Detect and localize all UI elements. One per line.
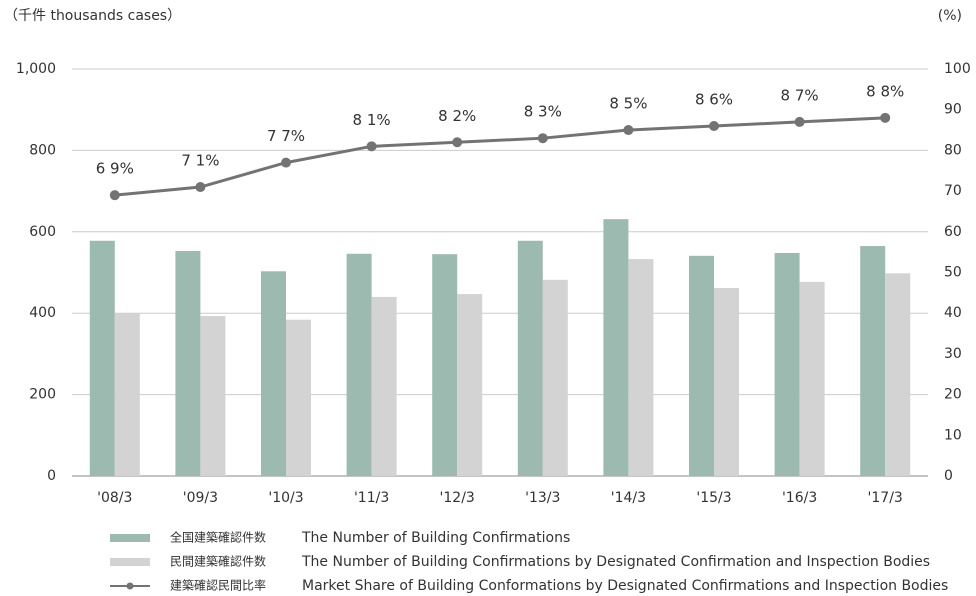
line-point — [794, 116, 805, 127]
data-label: 8 8% — [866, 82, 904, 100]
line-point — [366, 141, 377, 152]
y-tick-label: 200 — [29, 387, 56, 403]
bar — [89, 240, 115, 476]
y2-tick-label: 80 — [944, 142, 962, 158]
line-point — [709, 120, 719, 131]
line — [114, 116, 886, 197]
y2-tick-label: 90 — [944, 102, 962, 118]
y-tick-label: 0 — [47, 468, 56, 484]
bar — [714, 287, 739, 476]
line-point — [880, 112, 891, 123]
legend-label: 建築確認民間比率 — [170, 578, 266, 593]
legend-description: The Number of Building Confirmations by … — [301, 554, 930, 570]
bar — [517, 240, 543, 476]
bar — [175, 250, 201, 476]
legend-label: 全国建築確認件数 — [170, 530, 266, 545]
bar — [885, 273, 911, 476]
line-point — [623, 125, 634, 136]
y2-tick-label: 10 — [944, 427, 962, 443]
bar — [346, 253, 372, 476]
legend-swatch — [110, 558, 150, 566]
y2-tick-label: 50 — [944, 265, 962, 281]
y2-tick-label: 20 — [944, 387, 962, 403]
data-label: 8 7% — [781, 86, 819, 104]
y-tick-label: 400 — [29, 305, 56, 321]
y2-tick-label: 100 — [944, 61, 971, 77]
legend-label: 民間建築確認件数 — [170, 554, 266, 569]
bar — [371, 296, 397, 476]
data-label: 8 3% — [524, 103, 562, 121]
bar — [261, 271, 286, 476]
x-tick-label: '09/3 — [183, 490, 218, 506]
bar — [200, 316, 226, 476]
y-tick-label: 1,000 — [16, 61, 56, 77]
y2-tick-label: 70 — [944, 183, 962, 199]
y2-tick-label: 30 — [944, 346, 962, 362]
bar — [542, 279, 568, 476]
y-tick-label: 800 — [29, 142, 56, 158]
y2-axis-label: (%) — [938, 8, 962, 24]
bar — [799, 281, 825, 476]
line-point — [281, 157, 291, 168]
x-tick-label: '12/3 — [440, 490, 475, 506]
y2-tick-label: 60 — [944, 224, 962, 240]
x-tick-label: '15/3 — [696, 490, 731, 506]
x-tick-label: '16/3 — [782, 490, 817, 506]
data-label: 7 7% — [267, 127, 305, 145]
bar — [432, 254, 458, 476]
bar — [457, 294, 483, 476]
x-tick-label: '11/3 — [354, 490, 389, 506]
line-point — [452, 137, 463, 148]
legend-swatch — [110, 534, 150, 542]
bar — [860, 246, 886, 476]
line-point — [195, 182, 206, 193]
data-label: 6 9% — [96, 160, 134, 178]
bar — [774, 252, 800, 476]
y2-tick-label: 0 — [944, 468, 953, 484]
bar — [114, 313, 140, 476]
line-point — [537, 133, 548, 144]
bar — [689, 255, 714, 476]
bar — [628, 259, 654, 476]
x-tick-label: '08/3 — [97, 490, 132, 506]
x-tick-label: '10/3 — [268, 490, 303, 506]
data-label: 8 1% — [353, 111, 391, 129]
x-tick-label: '13/3 — [525, 490, 560, 506]
data-label: 8 6% — [695, 90, 733, 108]
legend-description: Market Share of Building Conformations b… — [302, 578, 948, 594]
x-tick-label: '17/3 — [868, 490, 903, 506]
data-label: 8 5% — [609, 95, 647, 113]
y2-tick-label: 40 — [944, 305, 962, 321]
line-point — [109, 190, 120, 201]
bar — [286, 319, 311, 476]
legend-swatch — [126, 582, 134, 590]
x-tick-label: '14/3 — [611, 490, 646, 506]
y-axis-label: （千件 thousands cases） — [4, 8, 181, 24]
data-label: 7 1% — [181, 152, 219, 170]
legend-description: The Number of Building Confirmations — [301, 530, 570, 546]
data-label: 8 2% — [438, 107, 476, 125]
y-tick-label: 600 — [29, 224, 56, 240]
bar — [603, 219, 629, 477]
